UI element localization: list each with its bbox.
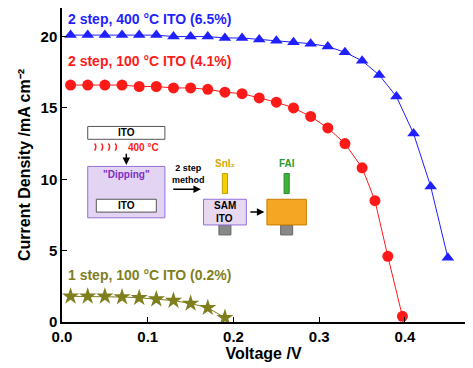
- svg-text:400 °C: 400 °C: [128, 142, 159, 153]
- svg-text:"Dipping": "Dipping": [103, 169, 150, 180]
- svg-text:0.2: 0.2: [223, 328, 244, 345]
- svg-text:2 step, 100 °C ITO (4.1%): 2 step, 100 °C ITO (4.1%): [68, 53, 231, 69]
- svg-text:ITO: ITO: [118, 127, 135, 138]
- svg-text:5: 5: [49, 242, 57, 259]
- svg-text:20: 20: [41, 28, 58, 45]
- svg-text:ITO: ITO: [118, 200, 135, 211]
- svg-text:0.1: 0.1: [137, 328, 158, 345]
- svg-text:SnI₂: SnI₂: [215, 158, 235, 169]
- svg-text:0.0: 0.0: [52, 328, 73, 345]
- svg-text:FAI: FAI: [279, 158, 295, 169]
- svg-text:10: 10: [41, 171, 58, 188]
- svg-text:Voltage /V: Voltage /V: [225, 345, 301, 362]
- svg-text:2 stepmethod: 2 stepmethod: [172, 163, 205, 185]
- svg-text:0: 0: [49, 313, 57, 330]
- svg-text:0.4: 0.4: [395, 328, 417, 345]
- svg-text:2 step, 400 °C ITO (6.5%): 2 step, 400 °C ITO (6.5%): [68, 11, 231, 27]
- svg-text:Current Density /mA cm⁻²: Current Density /mA cm⁻²: [16, 69, 33, 261]
- svg-text:1 step, 100 °C ITO (0.2%): 1 step, 100 °C ITO (0.2%): [68, 267, 231, 283]
- svg-text:15: 15: [41, 99, 58, 116]
- svg-text:SAM: SAM: [214, 200, 236, 211]
- svg-text:ITO: ITO: [216, 213, 233, 224]
- svg-text:0.3: 0.3: [309, 328, 330, 345]
